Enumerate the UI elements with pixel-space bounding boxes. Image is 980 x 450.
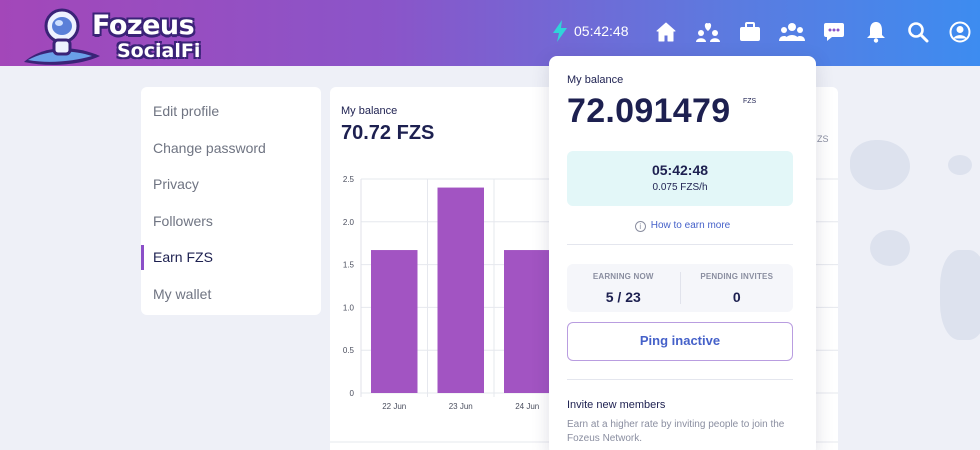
y-tick-label: 0.5 [343,346,355,355]
background-blob [870,230,910,266]
astronaut-mascot-icon [24,8,100,65]
search-icon[interactable] [902,18,934,46]
info-icon: i [634,221,646,232]
how-to-earn-more-link[interactable]: i How to earn more [549,220,816,232]
popup-balance-label: My balance [567,74,624,86]
divider [567,244,793,245]
brand-subtitle: SocialFi [117,40,201,62]
sidebar-item-edit-profile[interactable]: Edit profile [153,103,220,120]
background-blob [948,155,972,175]
x-tick-label: 22 Jun [382,402,406,411]
balance-popup: My balance 72.091479 FZS 05:42:48 0.075 … [549,56,816,450]
bar [437,187,484,393]
y-tick-label: 2.0 [343,218,355,227]
invite-description: Earn at a higher rate by inviting people… [567,419,785,444]
bar [371,250,418,393]
earning-timer: 05:42:48 [651,162,709,178]
balance-unit-peek: ZS [817,134,829,144]
pending-invites-label: PENDING INVITES [700,272,774,281]
y-tick-label: 2.5 [343,175,355,184]
earning-now-label: EARNING NOW [592,272,654,281]
sidebar-item-earn-fzs[interactable]: Earn FZS [141,239,321,276]
y-tick-label: 1.0 [343,303,355,312]
earning-now-value: 5 / 23 [605,289,641,305]
balance-value: 70.72 FZS [341,122,435,144]
sidebar-item-my-wallet[interactable]: My wallet [153,285,212,302]
main-nav [650,18,976,46]
chat-icon[interactable] [818,18,850,46]
lightning-icon [553,20,567,42]
invite-title: Invite new members [567,399,666,411]
account-icon[interactable] [944,18,976,46]
settings-sidebar: Edit profile Change password Privacy Fol… [141,87,321,315]
sidebar-item-change-password[interactable]: Change password [153,139,266,156]
pending-invites-stat: PENDING INVITES 0 [679,272,794,305]
header-timer-text: 05:42:48 [574,23,629,39]
home-icon[interactable] [650,18,682,46]
divider [567,379,793,380]
earning-stats: EARNING NOW 5 / 23 PENDING INVITES 0 [567,264,793,312]
header-timer: 05:42:48 [552,20,629,42]
popup-balance-value: 72.091479 [567,92,731,130]
group-icon[interactable] [776,18,808,46]
bell-icon[interactable] [860,18,892,46]
sidebar-item-followers[interactable]: Followers [153,212,213,229]
top-bar: Fozeus SocialFi 05:42:48 [0,0,980,66]
earning-now-stat: EARNING NOW 5 / 23 [567,264,680,312]
y-tick-label: 1.5 [343,261,355,270]
brand-logo[interactable]: Fozeus SocialFi [22,4,222,66]
background-blob [940,250,980,340]
x-tick-label: 24 Jun [515,402,539,411]
sidebar-item-privacy[interactable]: Privacy [153,176,199,193]
users-heart-icon[interactable] [692,18,724,46]
popup-balance-unit: FZS [743,98,757,105]
earning-rate: 0.075 FZS/h [652,182,708,193]
ping-inactive-button[interactable]: Ping inactive [567,322,793,361]
bar [504,250,551,393]
background-blob [850,140,910,190]
how-to-earn-more-text: How to earn more [650,220,731,231]
brand-name: Fozeus [92,10,195,41]
x-tick-label: 23 Jun [449,402,473,411]
earning-timer-box: 05:42:48 0.075 FZS/h [567,151,793,206]
pending-invites-value: 0 [732,289,741,305]
briefcase-icon[interactable] [734,18,766,46]
balance-label: My balance [341,105,398,117]
y-tick-label: 0 [350,389,355,398]
